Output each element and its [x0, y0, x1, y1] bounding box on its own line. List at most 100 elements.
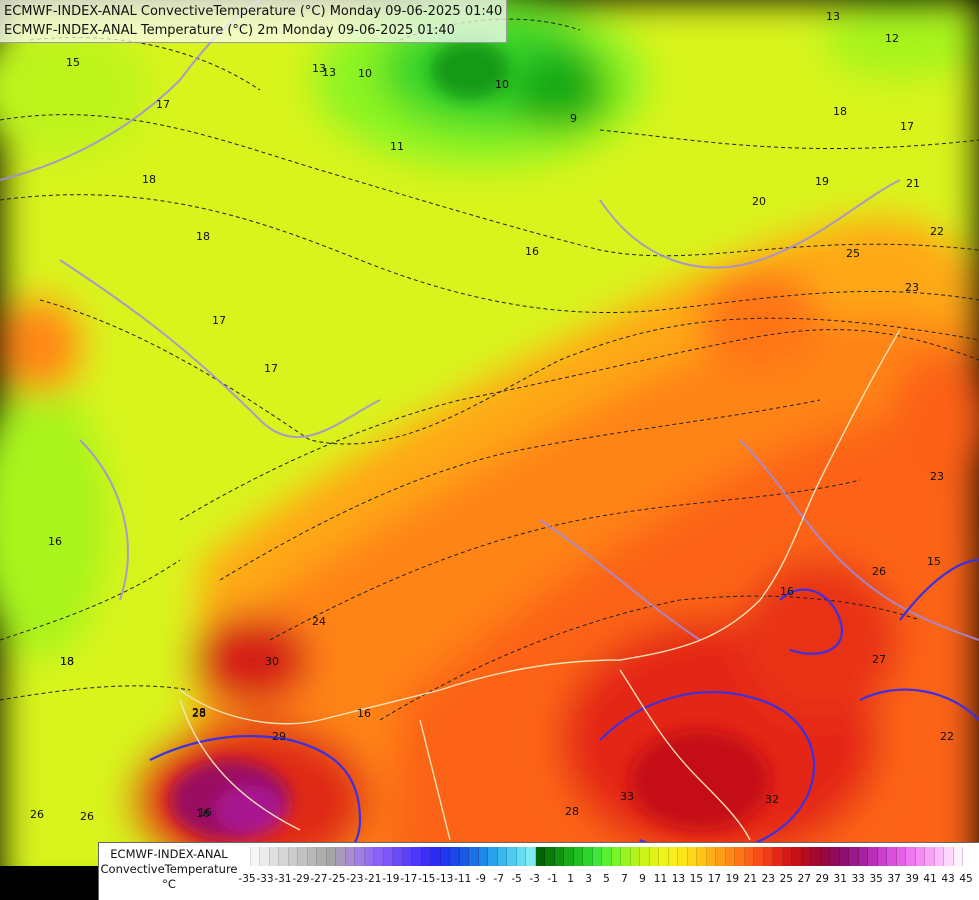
contour-label: 12 — [885, 32, 899, 45]
legend-swatch — [573, 847, 583, 866]
legend-swatch — [630, 847, 640, 866]
legend-swatch — [944, 847, 954, 866]
legend-tick-label: 9 — [639, 873, 646, 885]
legend-swatch — [706, 847, 716, 866]
contour-label: 13 — [312, 62, 326, 75]
contour-label: 11 — [390, 140, 404, 153]
legend-swatch — [896, 847, 906, 866]
legend-tick-label: 33 — [851, 873, 865, 885]
legend-swatch — [336, 847, 346, 866]
contour-label: 18 — [196, 230, 210, 243]
title-line-1: ECMWF-INDEX-ANAL ConvectiveTemperature (… — [4, 4, 503, 19]
legend-tick-label: 31 — [833, 873, 847, 885]
legend-swatch — [260, 847, 270, 866]
legend-tick-label: 35 — [869, 873, 883, 885]
bottom-left-blank — [0, 866, 100, 900]
legend-swatch — [497, 847, 507, 866]
legend-swatch — [811, 847, 821, 866]
legend-swatch — [317, 847, 327, 866]
color-legend: ECMWF-INDEX-ANAL ConvectiveTemperature °… — [98, 842, 979, 900]
contour-label: 23 — [905, 281, 919, 294]
contour-label: 17 — [212, 314, 226, 327]
legend-swatch — [640, 847, 650, 866]
legend-swatch — [412, 847, 422, 866]
contour-label: 15 — [66, 56, 80, 69]
legend-swatch — [763, 847, 773, 866]
legend-tick-label: -5 — [511, 873, 522, 885]
legend-swatch — [383, 847, 393, 866]
contour-label: 21 — [906, 177, 920, 190]
legend-swatch — [469, 847, 479, 866]
contour-label: 10 — [358, 67, 372, 80]
legend-swatch — [545, 847, 555, 866]
contour-label: 29 — [272, 730, 286, 743]
legend-tick-label: -3 — [529, 873, 540, 885]
legend-swatch — [478, 847, 488, 866]
legend-tick-label: -27 — [310, 873, 328, 885]
legend-swatch — [583, 847, 593, 866]
legend-tick-label: 17 — [707, 873, 722, 885]
legend-swatch — [307, 847, 317, 866]
contour-label: 22 — [940, 730, 954, 743]
legend-swatch — [725, 847, 735, 866]
legend-swatch — [925, 847, 935, 866]
legend-swatch — [326, 847, 336, 866]
legend-swatch — [659, 847, 669, 866]
contour-label: 15 — [927, 555, 941, 568]
legend-swatch — [431, 847, 441, 866]
contour-label: 19 — [815, 175, 829, 188]
legend-tick-label: 5 — [603, 873, 610, 885]
legend-swatch — [298, 847, 308, 866]
legend-tick-label: 43 — [941, 873, 955, 885]
contour-label: 28 — [192, 707, 206, 720]
legend-tick-label: 21 — [743, 873, 758, 885]
legend-line-1: ECMWF-INDEX-ANAL — [110, 847, 228, 861]
legend-swatch — [507, 847, 517, 866]
legend-swatch — [488, 847, 498, 866]
legend-swatch — [241, 847, 251, 866]
legend-swatch — [364, 847, 374, 866]
contour-label: 16 — [780, 585, 794, 598]
legend-tick-label: 7 — [621, 873, 628, 885]
legend-tick-label: 11 — [653, 873, 668, 885]
legend-swatch — [621, 847, 631, 866]
title-line-2: ECMWF-INDEX-ANAL Temperature (°C) 2m Mon… — [4, 23, 455, 38]
contour-label: 27 — [872, 653, 886, 666]
legend-tick-label: 1 — [567, 873, 574, 885]
contour-label: 18 — [833, 105, 847, 118]
contour-label: 28 — [565, 805, 579, 818]
legend-swatch — [440, 847, 450, 866]
legend-swatch — [678, 847, 688, 866]
legend-tick-label: -7 — [493, 873, 504, 885]
legend-label: ECMWF-INDEX-ANAL ConvectiveTemperature °… — [99, 847, 239, 892]
legend-tick-label: 39 — [905, 873, 919, 885]
legend-swatch — [459, 847, 469, 866]
legend-tick-label: 45 — [959, 873, 973, 885]
legend-swatch — [516, 847, 526, 866]
legend-swatch — [830, 847, 840, 866]
contour-label: 10 — [495, 78, 509, 91]
legend-swatch — [849, 847, 859, 866]
contour-label: 20 — [752, 195, 766, 208]
legend-tick-label: -15 — [418, 873, 436, 885]
contour-label: 16 — [48, 535, 62, 548]
contour-label: 17 — [156, 98, 170, 111]
legend-swatch — [735, 847, 745, 866]
legend-swatch — [345, 847, 355, 866]
legend-tick-label: -31 — [274, 873, 292, 885]
legend-swatch — [906, 847, 916, 866]
contour-label: 18 — [60, 655, 74, 668]
legend-swatch — [402, 847, 412, 866]
contour-label: 28 — [192, 706, 206, 719]
contour-label: 26 — [872, 565, 886, 578]
contour-label: 16 — [357, 707, 371, 720]
legend-swatch — [526, 847, 536, 866]
legend-tick-labels: -35 -33 -31 -29 -27 -25 -23 -21 -19 -17 -15 -13 -11-… — [238, 873, 979, 889]
contour-label: 17 — [900, 120, 914, 133]
legend-swatch — [611, 847, 621, 866]
legend-swatch — [288, 847, 298, 866]
legend-tick-label: -25 — [328, 873, 346, 885]
legend-swatch — [687, 847, 697, 866]
legend-tick-label: 25 — [779, 873, 793, 885]
